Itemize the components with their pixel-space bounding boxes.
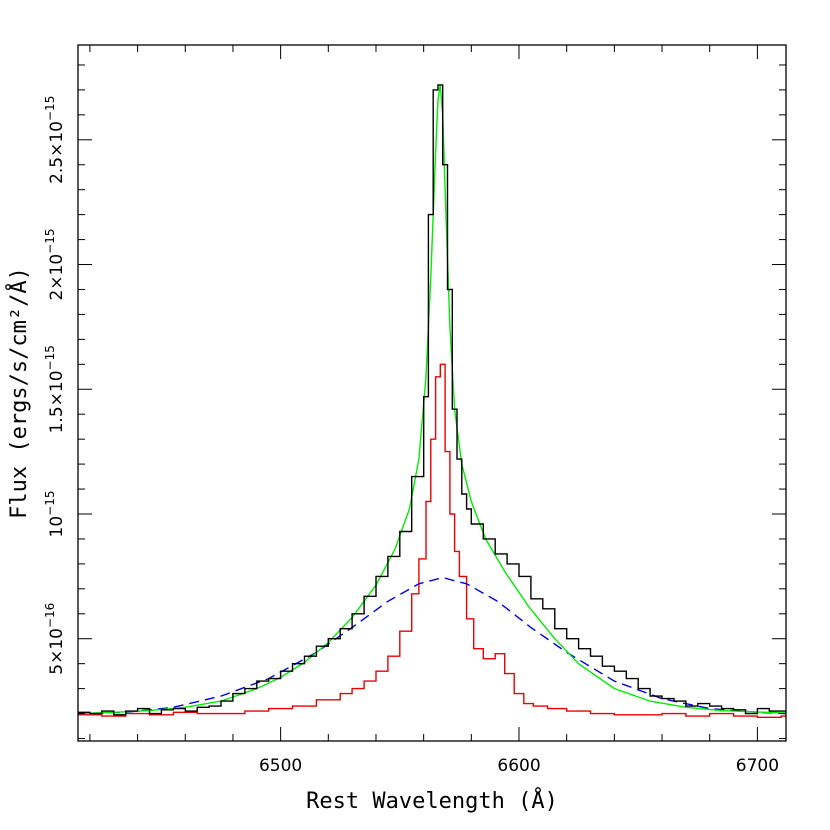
- x-tick-label: 6500: [259, 756, 302, 776]
- x-axis-label: Rest Wavelength (Å): [306, 787, 558, 814]
- series-1-line: [78, 84, 786, 715]
- axis-ticks: [78, 45, 786, 741]
- x-tick-labels: 6500 6600 6700: [259, 756, 779, 776]
- y-tick-label: 5×10−16: [43, 603, 67, 675]
- y-tick-label: 1.5×10−15: [43, 345, 67, 433]
- y-tick-label: 10−15: [43, 491, 67, 538]
- y-tick-labels: 5×10−16 10−15 1.5×10−15 2×10−15 2.5×10−15: [43, 96, 67, 675]
- plot-area: [78, 84, 786, 718]
- series-2-line: [78, 576, 786, 715]
- plot-frame: [77, 44, 787, 742]
- y-tick-label: 2×10−15: [43, 229, 67, 301]
- series-3-line: [78, 363, 786, 718]
- y-tick-label: 2.5×10−15: [43, 96, 67, 184]
- series-0-line: [78, 84, 786, 716]
- x-tick-label: 6600: [497, 756, 540, 776]
- x-tick-label: 6700: [736, 756, 779, 776]
- y-axis-label: Flux (ergs/s/cm²/Å): [5, 267, 32, 519]
